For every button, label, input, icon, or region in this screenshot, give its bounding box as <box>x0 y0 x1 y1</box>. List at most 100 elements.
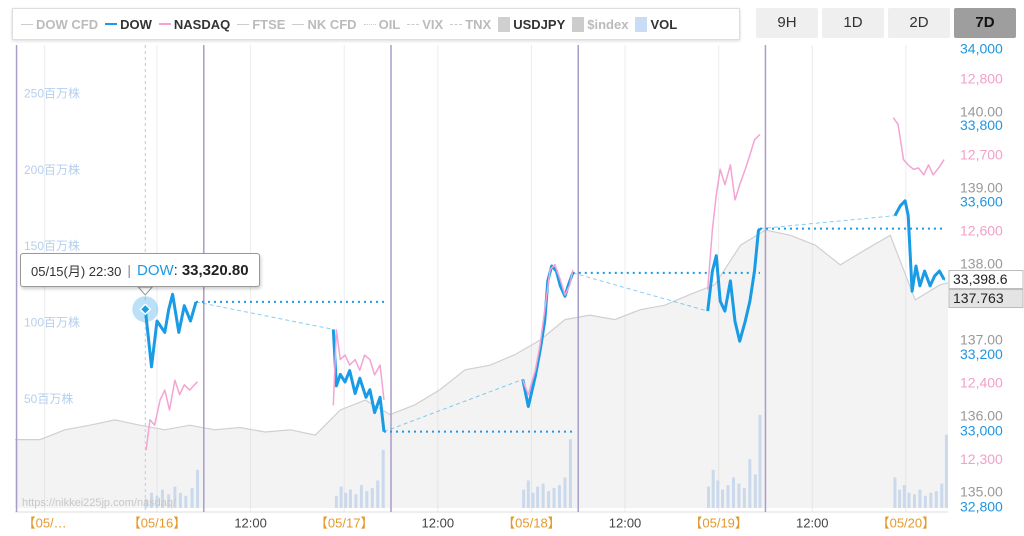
y-tick-label: 32,800 <box>960 499 1003 515</box>
y-tick-label: 12,800 <box>960 70 1003 86</box>
legend-item[interactable]: USDJPY <box>498 16 566 32</box>
hover-point <box>139 303 152 316</box>
x-tick-label: 【05/17】 <box>315 515 374 530</box>
x-tick-label: 12:00 <box>422 515 455 530</box>
y-tick-label: 137.00 <box>960 332 1003 348</box>
tooltip-time: 05/15(月) 22:30 <box>31 263 122 279</box>
volume-bar <box>536 486 540 508</box>
volume-bar <box>753 474 757 508</box>
range-button[interactable]: 9H <box>756 8 818 38</box>
legend-swatch <box>105 23 118 25</box>
volume-bar <box>898 489 902 508</box>
volume-bar <box>934 491 938 508</box>
y-tick-label: 200百万株 <box>24 162 80 177</box>
legend-item[interactable]: DOW CFD <box>21 17 98 32</box>
volume-bar <box>558 485 562 508</box>
legend-swatch <box>635 16 648 32</box>
x-tick-label: 【05/18】 <box>502 515 561 530</box>
y-tick-label: 33,800 <box>960 117 1003 133</box>
y-tick-label: 100百万株 <box>24 315 80 330</box>
last-value-label: 137.763 <box>953 290 1004 306</box>
volume-bar <box>940 483 944 508</box>
legend-label: USDJPY <box>513 16 566 32</box>
legend-label: DOW CFD <box>36 16 99 32</box>
legend-swatch <box>292 23 305 25</box>
volume-bar <box>160 489 164 508</box>
y-tick-label: 250百万株 <box>24 86 80 101</box>
session-connector <box>572 272 708 312</box>
range-buttons: 9H 1D 2D 7D <box>756 8 1016 38</box>
volume-bar <box>167 494 171 508</box>
volume-bar <box>381 449 385 508</box>
y-tick-label: 50百万株 <box>24 391 73 406</box>
volume-bar <box>902 485 906 508</box>
legend-item[interactable]: $index <box>572 16 629 32</box>
volume-bar <box>758 414 762 508</box>
series-area <box>15 230 948 508</box>
y-tick-label: 135.00 <box>960 484 1003 500</box>
legend-label: VOL <box>650 16 678 32</box>
legend-label: NK CFD <box>307 16 357 32</box>
legend-item[interactable]: VOL <box>635 16 678 32</box>
y-tick-label: 33,200 <box>960 346 1003 362</box>
series-line <box>15 229 949 441</box>
legend-label: $index <box>587 16 629 32</box>
volume-bar <box>923 495 927 508</box>
legend-item[interactable]: FTSE <box>237 17 285 32</box>
volume-bar <box>907 492 911 508</box>
tooltip: 05/15(月) 22:30 | DOW : 33,320.80 <box>20 253 260 287</box>
y-tick-label: 12,700 <box>960 146 1003 162</box>
volume-bar <box>173 486 177 508</box>
x-tick-label: 12:00 <box>609 515 642 530</box>
legend-swatch <box>572 16 585 32</box>
tooltip-divider: | <box>127 262 131 278</box>
legend-swatch <box>407 23 420 25</box>
legend-item[interactable]: DOW <box>105 17 152 32</box>
legend-item[interactable]: TNX <box>450 17 491 32</box>
legend-swatch <box>498 16 511 32</box>
last-value-box <box>948 270 1024 290</box>
last-value-box <box>948 289 1024 309</box>
volume-bar <box>742 488 746 508</box>
volume-bar <box>748 459 752 508</box>
volume-layer <box>144 414 948 508</box>
volume-bar <box>716 480 720 508</box>
legend-item[interactable]: NK CFD <box>292 16 357 32</box>
session-connector <box>195 301 334 330</box>
legend-item[interactable]: VIX <box>407 17 443 32</box>
watermark: https://nikkei225jp.com/nasdaq/ <box>22 497 177 509</box>
x-tick-label: 【05/… <box>23 515 67 530</box>
y-tick-label: 150百万株 <box>24 238 80 253</box>
legend-label: TNX <box>465 16 492 32</box>
volume-bar <box>526 480 530 508</box>
volume-bar <box>144 498 148 508</box>
range-button[interactable]: 7D <box>954 8 1016 38</box>
series-line <box>145 117 945 451</box>
volume-bar <box>541 483 545 508</box>
volume-bar <box>339 486 343 508</box>
x-tick-label: 12:00 <box>234 515 267 530</box>
legend-swatch <box>158 23 171 25</box>
volume-bar <box>370 488 374 508</box>
tooltip-suffix: : <box>173 261 178 279</box>
legend-label: OIL <box>378 16 401 32</box>
legend-item[interactable]: NASDAQ <box>158 17 230 32</box>
volume-bar <box>344 492 348 508</box>
volume-bar <box>721 489 725 508</box>
session-connector <box>383 378 524 433</box>
x-tick-label: 【05/20】 <box>877 515 936 530</box>
legend-swatch <box>237 23 250 25</box>
range-button[interactable]: 2D <box>888 8 950 38</box>
grid-layer <box>15 45 948 513</box>
legend-item[interactable]: OIL <box>363 16 401 32</box>
y-tick-label: 12,300 <box>960 451 1003 467</box>
last-value-label: 33,398.6 <box>953 271 1008 287</box>
session-connector <box>759 215 896 230</box>
volume-bar <box>531 492 535 508</box>
range-button[interactable]: 1D <box>822 8 884 38</box>
legend: DOW CFD DOW NASDAQ FTSE NK CFD OIL VIX TNX USDJP… <box>12 8 740 40</box>
y-tick-label: 33,600 <box>960 193 1003 209</box>
volume-bar <box>376 480 380 508</box>
volume-bar <box>944 434 948 508</box>
